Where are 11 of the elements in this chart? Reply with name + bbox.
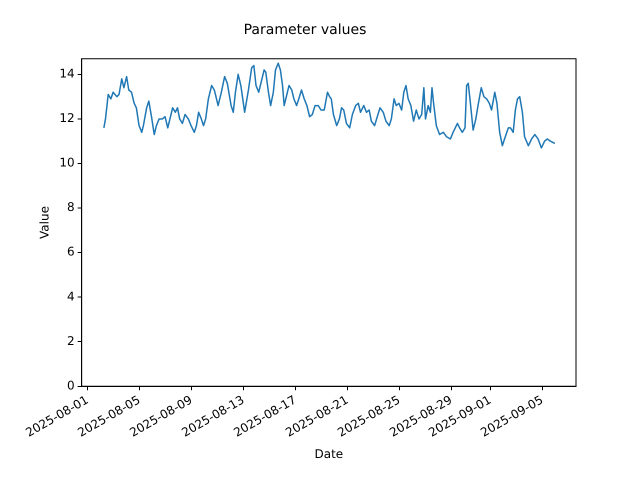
y-tick-label: 0 <box>67 378 75 392</box>
y-axis-title: Value <box>37 206 52 240</box>
y-tick-label: 12 <box>59 111 75 126</box>
y-tick-label: 4 <box>67 289 75 304</box>
y-tick-label: 2 <box>67 334 75 348</box>
y-tick-label: 8 <box>67 200 75 214</box>
y-tick-label: 6 <box>67 244 75 259</box>
y-tick-label: 10 <box>59 156 75 170</box>
y-tick-label: 14 <box>59 66 75 81</box>
chart-title: Parameter values <box>244 22 366 38</box>
x-axis-title: Date <box>314 446 344 461</box>
